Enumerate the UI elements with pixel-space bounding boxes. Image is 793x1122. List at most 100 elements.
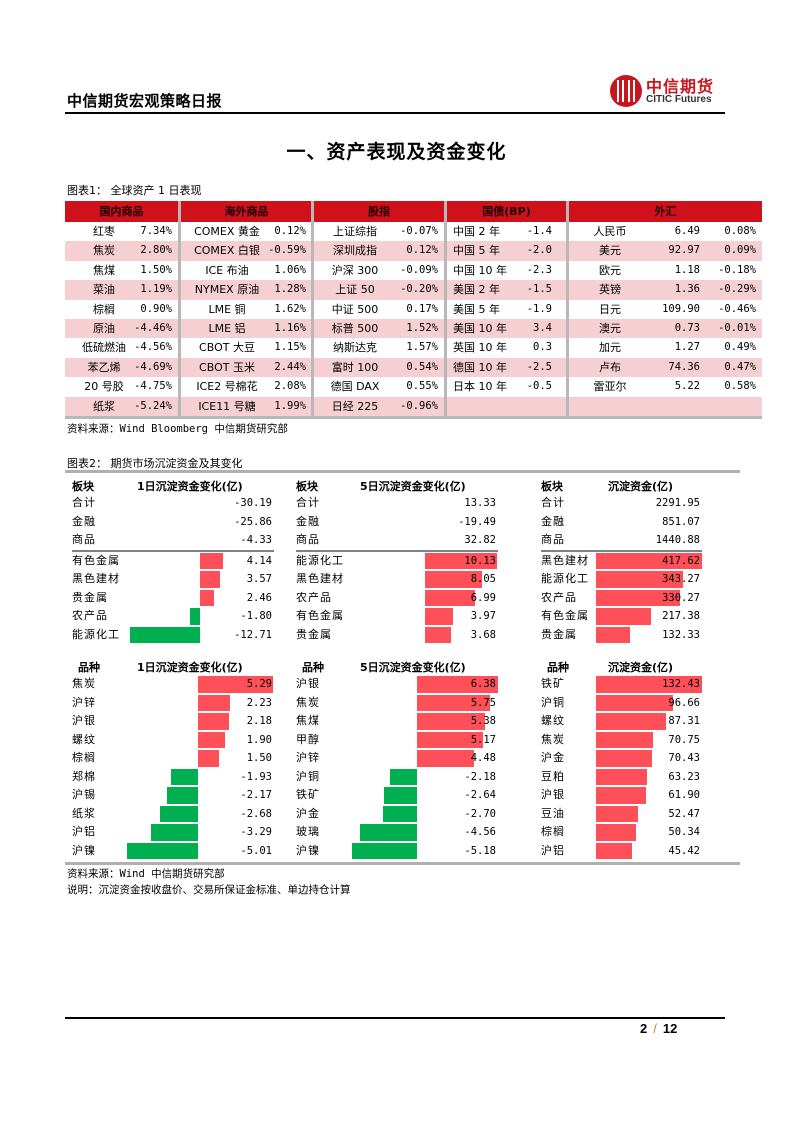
row-value: 1.50: [246, 752, 272, 764]
row-value: 417.62: [662, 554, 700, 567]
row-value: -3.29: [240, 826, 272, 838]
row-label: 农产品: [541, 590, 577, 604]
row-value: -2.18: [464, 770, 496, 783]
asset-name: 深圳成指: [333, 244, 377, 258]
table-row: 沪镍 -5.01: [0, 842, 793, 861]
t1-column: 国债(BP) 中国 2 年 -1.4 中国 5 年 -2.0 中国 10 年 -2.3 美国 …: [447, 201, 566, 416]
positive-bar: [596, 824, 637, 841]
table-row: ICE2 号棉花 2.08%: [181, 377, 312, 396]
table-row: 能源化工 343.27: [0, 570, 793, 589]
row-label: 黑色建材: [296, 572, 344, 585]
change-value: 0.49%: [724, 341, 756, 354]
column-header-value: 沉淀资金(亿): [608, 480, 674, 493]
table-row: 黑色建材 417.62: [0, 552, 793, 571]
table2-note: 说明：沉淀资金按收盘价、交易所保证金标准、单边持仓计算: [67, 884, 351, 896]
table-row: CBOT 玉米 2.44%: [181, 357, 312, 378]
total-row: 商品 -4.33: [72, 531, 272, 550]
positive-bar: [417, 750, 474, 767]
row-value: 5.29: [246, 678, 272, 690]
row-value: 32.82: [464, 534, 496, 546]
positive-bar: [596, 552, 702, 569]
table-row: 棕榈 0.90%: [65, 300, 178, 319]
row-value: -2.17: [240, 789, 272, 801]
t1-column-header: 股指: [314, 201, 444, 222]
table-row: [569, 396, 762, 416]
table-row: 菜油 1.19%: [65, 280, 178, 300]
change-value: -4.69%: [134, 360, 172, 373]
row-label: 合计: [296, 496, 320, 509]
change-value: -0.09%: [400, 263, 438, 276]
row-label: 沪锌: [72, 695, 96, 709]
logo-text-cn: 中信期货: [646, 77, 715, 96]
t1-column: 国内商品 红枣 7.34% 焦炭 2.80% 焦煤 1.50% 菜油 1.19% 棕榈 0.90% 原…: [65, 201, 178, 416]
change-value: 1.50%: [140, 263, 172, 276]
asset-name: 菜油: [93, 283, 115, 297]
row-label: 铁矿: [296, 788, 320, 801]
asset-name: ICE 布油: [205, 263, 249, 277]
column-header-value: 5日沉淀资金变化(亿): [360, 480, 466, 493]
table-row: 螺纹 1.90: [0, 731, 793, 750]
change-value: 2.80%: [140, 244, 172, 257]
t1-column-header: 国债(BP): [447, 201, 566, 222]
table1-caption: 图表1： 全球资产 1 日表现: [67, 184, 202, 197]
column-header-value: 5日沉淀资金变化(亿): [360, 661, 466, 674]
positive-bar: [417, 731, 483, 748]
table-row: 有色金属 3.97: [0, 607, 793, 626]
table-row: 上证 50 -0.20%: [314, 280, 444, 300]
asset-name: 纸浆: [93, 399, 115, 413]
row-label: 能源化工: [296, 553, 344, 567]
change-value: -0.96%: [400, 399, 438, 412]
change-value: 1.28%: [274, 283, 306, 296]
table-row: 美元 92.97 0.09%: [569, 241, 762, 261]
table-row: 棕榈 50.34: [0, 823, 793, 842]
asset-name: ICE2 号棉花: [196, 380, 258, 394]
table-row: ICE 布油 1.06%: [181, 261, 312, 280]
change-value: 1.06%: [274, 263, 306, 276]
column-header-label: 板块: [296, 480, 318, 493]
page-current: 2: [640, 1021, 648, 1036]
row-label: 豆油: [541, 806, 565, 820]
asset-name: 低硫燃油: [82, 341, 126, 355]
citic-futures-logo: 中信期货 CITIC Futures: [608, 73, 726, 109]
row-label: 合计: [72, 496, 96, 509]
total-row: 金融 -19.49: [296, 513, 496, 532]
row-label: 沪铜: [541, 695, 565, 709]
asset-name: CBOT 大豆: [199, 341, 255, 355]
row-value: 851.07: [662, 515, 700, 528]
row-label: 贵金属: [296, 627, 332, 641]
change-value: -4.75%: [134, 380, 172, 393]
row-value: -5.01: [240, 844, 272, 857]
row-value: -1.93: [240, 770, 272, 783]
fx-price: 92.97: [668, 244, 700, 257]
row-label: 螺纹: [72, 732, 96, 746]
row-value: -4.33: [240, 534, 272, 546]
change-value: 3.4: [533, 321, 552, 334]
row-label: 甲醇: [296, 732, 320, 746]
table-row: 欧元 1.18 -0.18%: [569, 261, 762, 280]
t1-column: 股指 上证综指 -0.07% 深圳成指 0.12% 沪深 300 -0.09% 上证 50 -0…: [314, 201, 444, 416]
change-value: -0.07%: [400, 225, 438, 237]
change-value: 1.16%: [274, 321, 306, 334]
row-label: 棕榈: [541, 825, 565, 838]
table-row: 沪铝 45.42: [0, 842, 793, 861]
page-total: 12: [662, 1021, 678, 1036]
table-row: 英国 10 年 0.3: [447, 338, 566, 357]
table2-caption: 图表2： 期货市场沉淀资金及其变化: [67, 457, 243, 470]
table-row: 卢布 74.36 0.47%: [569, 357, 762, 378]
asset-name: COMEX 黄金: [194, 225, 260, 238]
row-label: 焦炭: [72, 677, 96, 690]
total-row: 商品 32.82: [296, 531, 496, 550]
positive-bar: [417, 676, 498, 693]
table-row: 沪锌 4.48: [0, 749, 793, 768]
change-value: -0.46%: [718, 302, 756, 315]
asset-name: 中证 500: [331, 302, 379, 316]
section-title: 一、资产表现及资金变化: [286, 141, 507, 163]
row-label: 铁矿: [541, 677, 565, 690]
row-value: -5.18: [464, 844, 496, 857]
row-value: -1.80: [240, 610, 272, 622]
table-row: 中国 2 年 -1.4: [447, 222, 566, 241]
table-row: 能源化工 10.13: [0, 552, 793, 571]
row-label: 农产品: [296, 590, 332, 604]
negative-bar: [151, 824, 198, 841]
positive-bar: [425, 552, 497, 569]
